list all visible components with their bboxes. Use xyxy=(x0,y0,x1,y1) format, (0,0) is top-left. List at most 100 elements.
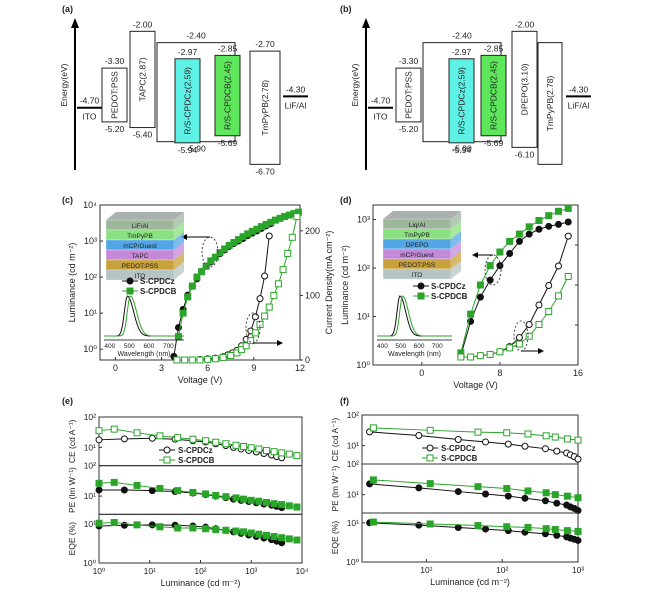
stack-layer-label: Liq/Al xyxy=(409,222,426,229)
data-point xyxy=(454,488,462,496)
legend-label: S-CPDCB xyxy=(441,454,478,463)
data-point xyxy=(255,530,263,538)
x-tick-label: 8 xyxy=(497,368,502,378)
data-point xyxy=(551,491,559,499)
lumo-value: -2.85 xyxy=(484,43,504,53)
panel-label: (b) xyxy=(340,4,352,14)
x-tick-label: 0 xyxy=(419,368,424,378)
data-point xyxy=(525,230,533,238)
x-tick-label: 9 xyxy=(251,363,256,373)
legend-label: S-CPDCz xyxy=(431,282,466,291)
data-point xyxy=(278,449,286,457)
spectrum-curve xyxy=(377,295,452,337)
homo-value: -5.20 xyxy=(105,124,125,134)
y-tick-label: 10⁴ xyxy=(83,200,97,210)
data-point xyxy=(256,320,264,328)
homo-value: -6.10 xyxy=(515,149,535,159)
stack-layer-side xyxy=(174,242,184,260)
layer-name: ITO xyxy=(373,112,387,122)
y-axis-label: EQE (%) xyxy=(67,522,77,556)
inset-x-label: Wavelength (nm) xyxy=(388,351,441,358)
data-point xyxy=(270,533,278,541)
data-point xyxy=(156,523,164,531)
inset-tick-label: 400 xyxy=(104,343,115,350)
data-point xyxy=(467,310,475,318)
data-point xyxy=(95,486,103,494)
spectrum-curve xyxy=(104,295,184,337)
stack-layer-side xyxy=(174,232,184,250)
data-point xyxy=(240,495,248,503)
data-point xyxy=(542,489,550,497)
data-point xyxy=(270,500,278,508)
data-point xyxy=(504,440,512,448)
data-point xyxy=(515,230,523,238)
data-point xyxy=(262,446,270,454)
data-point xyxy=(535,301,543,309)
data-point xyxy=(247,529,255,537)
legend-marker xyxy=(417,292,425,300)
data-point xyxy=(496,348,504,356)
data-point xyxy=(541,497,549,505)
energy-value: -4.30 xyxy=(569,84,589,94)
stack-layer-side xyxy=(451,261,461,279)
layer-name: DPEPO(3.10) xyxy=(520,63,530,115)
data-point xyxy=(535,321,543,328)
data-point xyxy=(506,237,514,245)
data-point xyxy=(261,312,269,320)
stack-layer-label: ITO xyxy=(412,272,423,279)
data-point xyxy=(120,486,128,494)
data-point xyxy=(270,448,278,456)
inset-tick-label: 500 xyxy=(124,343,135,350)
data-point xyxy=(553,531,561,539)
y-tick-label: 10¹ xyxy=(347,518,359,528)
arrowhead xyxy=(538,348,544,354)
data-point xyxy=(553,447,561,455)
stack-top xyxy=(383,211,461,219)
axis-arrow-icon xyxy=(71,18,79,28)
inset-tick-label: 700 xyxy=(432,343,443,350)
y-tick-label: 10¹ xyxy=(84,491,96,501)
x-axis-label: Luminance (cd m⁻²) xyxy=(430,577,510,587)
stack-layer-side xyxy=(451,231,461,249)
layer-name: PEDOT:PSS xyxy=(404,71,414,119)
x-axis-label: Voltage (V) xyxy=(453,380,498,390)
chart-f: 10¹ 10² CE (cd A⁻¹) 10¹ 10² PE (lm W⁻¹) 10⁰ 10¹… xyxy=(330,410,584,587)
lumo-value: -2.40 xyxy=(186,31,206,41)
lumo-value: -3.30 xyxy=(105,56,125,66)
data-point xyxy=(196,356,204,364)
data-point xyxy=(148,434,156,442)
luminance-line xyxy=(460,221,569,356)
data-point xyxy=(554,207,562,215)
layer-name: PEDOT:PSS xyxy=(110,71,120,119)
data-point xyxy=(202,490,210,498)
data-point xyxy=(525,321,533,328)
stack-layer-side xyxy=(451,221,461,239)
y-tick-label: 10³ xyxy=(84,236,97,246)
x-tick-label: 10² xyxy=(496,565,508,575)
data-point xyxy=(216,249,224,257)
energy-level-box xyxy=(174,58,201,144)
legend-label: S-CPDCz xyxy=(140,277,175,286)
data-point xyxy=(179,309,187,317)
lumo-value: -2.97 xyxy=(178,47,198,57)
data-point xyxy=(521,494,529,502)
data-point xyxy=(503,485,511,492)
layer-name: R/S-CPDCB(2.45) xyxy=(489,61,499,130)
data-point xyxy=(265,303,273,311)
data-point xyxy=(188,356,196,364)
panel-label: (c) xyxy=(62,195,73,205)
y-axis-label: Luminance (cd m⁻²) xyxy=(340,245,350,325)
x-tick-label: 10¹ xyxy=(420,565,432,575)
data-point xyxy=(525,332,533,340)
data-point xyxy=(541,445,549,453)
data-point xyxy=(474,483,482,491)
x-tick-label: 3 xyxy=(159,363,164,373)
data-point xyxy=(563,492,571,500)
data-point xyxy=(482,438,490,446)
layer-name: TAPC(2.87) xyxy=(138,57,148,101)
y-axis-label: Energy(eV) xyxy=(350,63,360,106)
inset-tick-label: 700 xyxy=(163,343,174,350)
data-point xyxy=(285,502,293,510)
x-tick-label: 10³ xyxy=(572,565,584,575)
